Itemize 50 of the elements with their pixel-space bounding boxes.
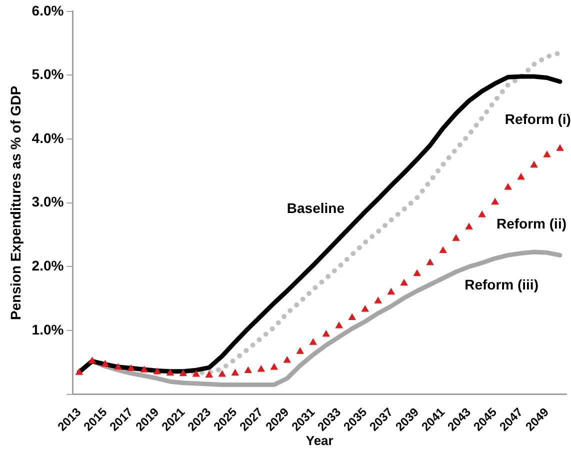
point bbox=[153, 368, 162, 374]
point bbox=[504, 183, 512, 190]
point bbox=[101, 360, 110, 367]
point bbox=[205, 370, 214, 378]
y-axis-title: Pension Expenditures as % of GDP bbox=[7, 86, 24, 320]
series-label: Reform (ii) bbox=[496, 215, 566, 232]
point bbox=[231, 368, 240, 376]
point bbox=[452, 234, 460, 241]
point bbox=[348, 313, 356, 320]
point bbox=[517, 172, 525, 180]
series-label: Reform (iii) bbox=[464, 276, 538, 293]
point bbox=[127, 364, 136, 372]
point bbox=[426, 258, 434, 266]
point bbox=[270, 363, 278, 370]
point bbox=[556, 144, 564, 151]
point bbox=[309, 338, 318, 345]
point bbox=[439, 246, 447, 253]
point bbox=[413, 269, 421, 276]
point bbox=[140, 366, 148, 372]
point bbox=[361, 304, 369, 312]
point bbox=[114, 363, 122, 370]
point bbox=[387, 288, 395, 294]
y-tick-label: 2.0% bbox=[32, 258, 64, 274]
point bbox=[218, 370, 226, 377]
y-tick-label: 6.0% bbox=[32, 2, 64, 18]
series-label: Baseline bbox=[286, 200, 345, 216]
point bbox=[374, 296, 382, 304]
point bbox=[478, 210, 486, 218]
x-axis-title: Year bbox=[306, 432, 334, 448]
point bbox=[75, 368, 84, 375]
point bbox=[257, 364, 266, 372]
point bbox=[543, 150, 551, 158]
point bbox=[283, 356, 292, 363]
point bbox=[335, 322, 343, 328]
y-tick-label: 4.0% bbox=[32, 130, 64, 146]
y-tick-label: 5.0% bbox=[32, 66, 64, 82]
point bbox=[179, 369, 188, 376]
point bbox=[192, 370, 200, 377]
point bbox=[88, 356, 96, 364]
y-tick-label: 1.0% bbox=[32, 321, 64, 338]
point bbox=[244, 366, 252, 373]
point bbox=[296, 347, 304, 354]
point bbox=[465, 222, 473, 230]
point bbox=[491, 198, 499, 204]
series-label: Reform (i) bbox=[504, 110, 571, 127]
point bbox=[400, 278, 408, 286]
point bbox=[322, 330, 330, 337]
point bbox=[530, 160, 538, 168]
point bbox=[166, 368, 174, 376]
y-tick-label: 3.0% bbox=[32, 194, 64, 210]
